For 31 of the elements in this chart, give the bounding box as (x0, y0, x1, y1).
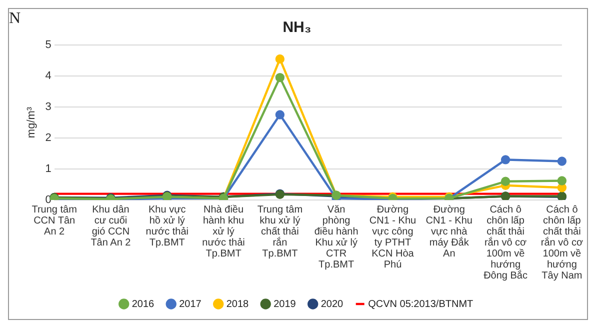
x-tick-label: Trung tâm CCN Tân An 2 (32, 204, 77, 238)
y-axis-title: mg/m³ (26, 106, 38, 138)
y-tick-label: 3 (45, 101, 52, 114)
point (275, 72, 285, 82)
x-tick-label: Khu vực hồ xử lý nước thải Tp.BMT (146, 204, 188, 248)
legend-label: 2018 (226, 298, 250, 310)
point (275, 54, 285, 64)
x-tick-label: Cách ô chôn lấp chất thải rắn vô cơ 100m về hướng Đông Bắc (484, 204, 528, 282)
x-tick-label: Văn phòng điều hành Khu xử lý CTR Tp.BMT (314, 204, 358, 270)
x-tick-label: Đường CN1 - Khu vực công ty PTHT KCN Hòa Phú (369, 204, 416, 270)
y-tick-label: 5 (45, 39, 52, 52)
point (275, 110, 285, 120)
legend-label: 2017 (179, 298, 202, 310)
chart-title: NH₃ (282, 19, 312, 36)
point (557, 156, 567, 166)
point (500, 176, 510, 186)
point (557, 176, 567, 186)
point (500, 155, 510, 164)
y-tick-label: 1 (45, 163, 52, 176)
x-tick-label: Đường CN1 - Khu vực nhà máy Đắk An (426, 204, 472, 260)
x-tick-label: Trung tâm khu xử lý chất thải rắn Tp.BMT (257, 204, 303, 260)
legend-label: QCVN 05:2013/BTNMT (368, 298, 474, 310)
legend-label: 2016 (132, 298, 155, 310)
x-tick-label: Nhà điều hành khu xử lý nước thải Tp.BMT (202, 204, 245, 260)
legend-label: 2019 (274, 298, 296, 310)
legend-label: 2020 (320, 298, 344, 310)
x-tick-label: Khu dân cư cuối gió CCN Tân An 2 (90, 204, 132, 248)
y-tick-label: 4 (45, 70, 52, 82)
x-tick-label: Cách ô chôn lấp chất thải rắn vô cơ 100m về hướng Tây Nam (540, 204, 584, 282)
text: N (9, 10, 21, 28)
y-tick-label: 2 (45, 132, 52, 144)
